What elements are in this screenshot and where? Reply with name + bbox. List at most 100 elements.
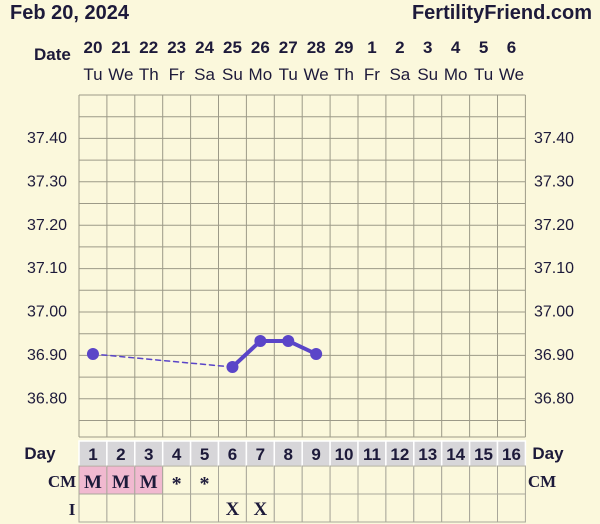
day-number: 13 (418, 445, 437, 464)
temp-line-segment (230, 338, 263, 370)
day-number: 10 (335, 445, 354, 464)
cm-cell (301, 465, 331, 495)
date-label: 29 (335, 38, 354, 57)
day-cell (301, 440, 331, 467)
day-number: 4 (172, 445, 182, 464)
weekday-label: Su (222, 65, 243, 84)
day-cell (134, 440, 164, 467)
cm-cell (385, 465, 415, 495)
day-cell (273, 440, 303, 467)
weekday-label: Th (334, 65, 354, 84)
i-value: X (226, 499, 240, 520)
i-cell (162, 493, 192, 523)
day-number: 1 (88, 445, 97, 464)
cm-cell (329, 465, 359, 495)
i-row-label: I (69, 500, 76, 519)
cm-cell (245, 465, 275, 495)
day-number: 7 (256, 445, 265, 464)
i-cell (329, 493, 359, 523)
cm-row-label: CM (48, 472, 76, 491)
weekday-label: We (499, 65, 524, 84)
cm-value: * (172, 473, 182, 495)
cm-cell (497, 465, 526, 495)
i-value: X (253, 499, 267, 520)
i-cell (357, 493, 387, 523)
date-label: 6 (507, 38, 516, 57)
date-label: 20 (83, 38, 102, 57)
weekday-label: We (304, 65, 329, 84)
y-tick-right: 37.30 (534, 173, 574, 190)
i-cell (301, 493, 331, 523)
header-site: FertilityFriend.com (412, 2, 592, 24)
day-cell (189, 440, 220, 467)
weekday-label: We (108, 65, 133, 84)
cm-cell (273, 465, 303, 495)
cm-cell (78, 465, 108, 495)
day-cell (385, 440, 415, 467)
date-label: 27 (279, 38, 298, 57)
i-cell (497, 493, 526, 523)
day-number: 12 (390, 445, 409, 464)
y-tick-left: 37.00 (27, 304, 67, 321)
i-cell (134, 493, 164, 523)
cm-value: M (140, 472, 158, 493)
weekday-label: Mo (249, 65, 273, 84)
y-tick-right: 37.40 (534, 130, 574, 147)
cm-cell (190, 465, 220, 495)
day-row-label: Day (24, 444, 56, 463)
date-label: 28 (307, 38, 326, 57)
cm-cell (413, 465, 443, 495)
i-cell (413, 493, 443, 523)
weekday-label: Mo (444, 65, 468, 84)
temp-point (254, 334, 267, 347)
date-label: 5 (479, 38, 488, 57)
i-cell (273, 493, 303, 523)
i-cell (190, 493, 220, 523)
cm-cell (218, 465, 247, 495)
date-label: 3 (423, 38, 432, 57)
y-tick-left: 37.30 (27, 173, 67, 190)
day-number: 14 (446, 445, 465, 464)
header-date: Feb 20, 2024 (10, 2, 130, 24)
weekday-label: Th (139, 65, 159, 84)
y-tick-right: 37.20 (534, 217, 574, 234)
i-cell (78, 493, 108, 523)
y-tick-right: 37.10 (534, 260, 574, 277)
cm-cell (357, 465, 387, 495)
cm-cell (106, 465, 136, 495)
y-tick-left: 37.20 (27, 217, 67, 234)
day-cell (413, 440, 443, 467)
day-cell (468, 440, 499, 467)
i-cell (441, 493, 471, 523)
y-tick-left: 36.90 (27, 347, 67, 364)
cm-value: M (112, 472, 130, 493)
y-tick-right: 37.00 (534, 304, 574, 321)
cm-value: M (84, 472, 102, 493)
temp-point (86, 348, 99, 360)
weekday-label: Sa (389, 65, 410, 84)
day-number: 8 (284, 445, 293, 464)
weekday-label: Tu (474, 65, 493, 84)
weekday-label: Tu (279, 65, 298, 84)
y-tick-right: 36.80 (534, 390, 574, 407)
date-row-label: Date (34, 45, 71, 64)
day-number: 11 (363, 445, 381, 464)
y-tick-right: 36.90 (534, 347, 574, 364)
weekday-label: Fr (364, 65, 380, 84)
temp-point (310, 348, 323, 360)
date-label: 4 (451, 38, 461, 57)
date-label: 26 (251, 38, 270, 57)
cm-cell (441, 465, 471, 495)
i-cell (385, 493, 415, 523)
i-cell (469, 493, 499, 523)
y-tick-left: 37.10 (27, 260, 67, 277)
y-tick-left: 37.40 (27, 130, 67, 147)
temp-point (282, 334, 295, 347)
date-label: 1 (367, 38, 376, 57)
cm-value: * (200, 473, 210, 495)
day-number: 6 (228, 445, 237, 464)
date-label: 25 (223, 38, 242, 57)
day-number: 3 (144, 445, 153, 464)
